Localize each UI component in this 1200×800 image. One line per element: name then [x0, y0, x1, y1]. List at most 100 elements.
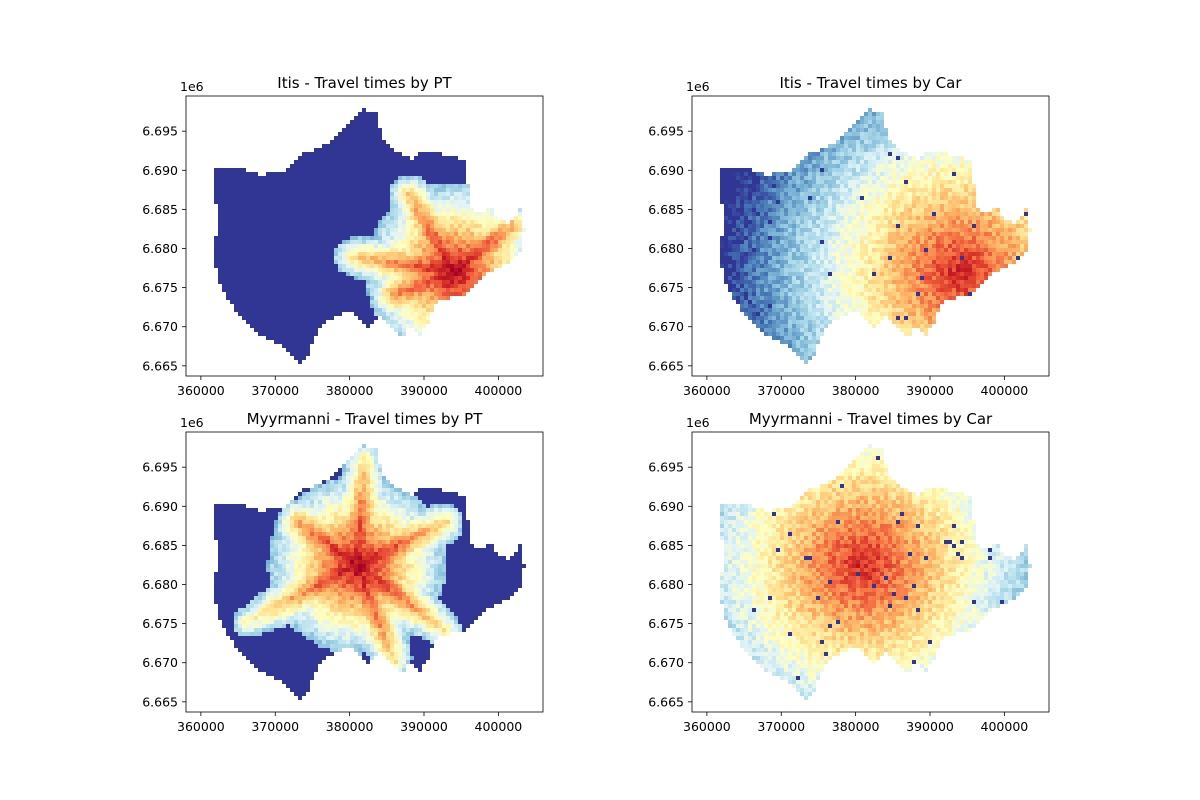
grid-cell [812, 176, 816, 180]
grid-cell [796, 244, 800, 248]
grid-cell [386, 244, 390, 248]
grid-cell [410, 200, 414, 204]
grid-cell [354, 168, 358, 172]
grid-cell [800, 160, 804, 164]
grid-cell [454, 276, 458, 280]
grid-cell [828, 248, 832, 252]
grid-cell [370, 292, 374, 296]
grid-cell [896, 252, 900, 256]
grid-cell [892, 196, 896, 200]
grid-cell [896, 160, 900, 164]
grid-cell [924, 232, 928, 236]
grid-cell [760, 216, 764, 220]
grid-cell [852, 228, 856, 232]
grid-cell [362, 176, 366, 180]
grid-cell [976, 208, 980, 212]
grid-cell [434, 164, 438, 168]
grid-cell [314, 260, 318, 264]
grid-cell [278, 268, 282, 272]
grid-cell [932, 208, 936, 212]
grid-cell [860, 200, 864, 204]
grid-cell [310, 244, 314, 248]
grid-cell [306, 336, 310, 340]
grid-cell [214, 180, 218, 184]
grid-cell [446, 232, 450, 236]
grid-cell [724, 208, 728, 212]
grid-cell [438, 156, 442, 160]
grid-cell [362, 284, 366, 288]
grid-cell [752, 240, 756, 244]
grid-cell [346, 204, 350, 208]
grid-cell [326, 232, 330, 236]
grid-cell [848, 144, 852, 148]
grid-cell [410, 316, 414, 320]
grid-cell [298, 184, 302, 188]
grid-cell [342, 192, 346, 196]
grid-cell [900, 196, 904, 200]
grid-cell [960, 232, 964, 236]
grid-cell [438, 288, 442, 292]
grid-cell [346, 224, 350, 228]
grid-cell [322, 268, 326, 272]
grid-cell [290, 184, 294, 188]
grid-cell [334, 232, 338, 236]
grid-cell [298, 232, 302, 236]
grid-cell [968, 240, 972, 244]
grid-cell [470, 208, 474, 212]
grid-cell [378, 176, 382, 180]
grid-cell [860, 228, 864, 232]
grid-cell [852, 200, 856, 204]
grid-cell [458, 188, 462, 192]
grid-cell [462, 176, 466, 180]
grid-cell [446, 236, 450, 240]
grid-cell [294, 248, 298, 252]
grid-cell [724, 216, 728, 220]
grid-cell [374, 176, 378, 180]
grid-cell [936, 172, 940, 176]
grid-cell [760, 240, 764, 244]
grid-cell [246, 312, 250, 316]
grid-cell [418, 192, 422, 196]
grid-cell [398, 288, 402, 292]
grid-cell [518, 212, 522, 216]
grid-cell [438, 248, 442, 252]
grid-cell [266, 192, 270, 196]
grid-cell [996, 208, 1000, 212]
grid-cell [446, 244, 450, 248]
grid-cell [952, 264, 956, 268]
grid-cell [944, 152, 948, 156]
grid-cell [318, 184, 322, 188]
grid-cell [286, 248, 290, 252]
grid-cell [310, 240, 314, 244]
grid-cell [856, 140, 860, 144]
grid-cell [450, 256, 454, 260]
grid-cell [386, 148, 390, 152]
grid-cell [454, 188, 458, 192]
grid-cell [852, 196, 856, 200]
grid-cell [270, 200, 274, 204]
grid-cell [940, 160, 944, 164]
grid-cell [948, 216, 952, 220]
grid-cell [454, 156, 458, 160]
grid-cell [948, 200, 952, 204]
grid-cell [872, 180, 876, 184]
grid-cell [892, 144, 896, 148]
grid-cell [860, 172, 864, 176]
grid-cell [310, 296, 314, 300]
grid-cell [784, 172, 788, 176]
grid-cell [832, 156, 836, 160]
grid-cell [218, 280, 222, 284]
grid-cell [900, 164, 904, 168]
grid-cell [828, 212, 832, 216]
grid-cell [254, 316, 258, 320]
grid-cell [808, 196, 812, 200]
grid-cell [844, 136, 848, 140]
grid-cell [824, 192, 828, 196]
grid-cell [366, 132, 370, 136]
grid-cell [720, 176, 724, 180]
grid-cell [434, 212, 438, 216]
grid-cell [728, 204, 732, 208]
grid-cell [462, 216, 466, 220]
grid-cell [466, 212, 470, 216]
grid-cell [266, 308, 270, 312]
